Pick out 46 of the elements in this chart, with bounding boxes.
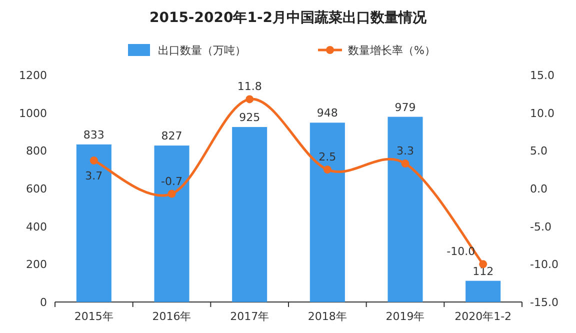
point <box>90 156 98 165</box>
data-label: 3.7 <box>85 170 103 183</box>
data-label: -0.7 <box>161 174 182 188</box>
y-tick-label: 600 <box>26 182 47 196</box>
y-tick-label: 800 <box>26 144 47 158</box>
bar <box>388 116 423 302</box>
point <box>401 160 410 168</box>
y2-tick-label: -15.0 <box>530 296 558 309</box>
chart-title: 2015-2020年1-2月中国蔬菜出口数量情况 <box>149 10 428 26</box>
data-label: 112 <box>472 264 494 278</box>
data-label: 833 <box>83 128 104 142</box>
y2-tick-label: 10.0 <box>530 106 554 120</box>
data-label: 925 <box>239 111 260 124</box>
legend-label: 出口数量（万吨） <box>158 44 246 57</box>
bar <box>154 146 190 302</box>
data-label: 948 <box>316 106 338 120</box>
x-tick-label: 2020年1-2 <box>454 310 512 323</box>
x-tick-label: 2016年 <box>152 310 192 323</box>
data-label: 979 <box>394 100 416 114</box>
y2-tick-label: 15.0 <box>530 69 554 82</box>
bar <box>232 127 268 302</box>
x-tick-label: 2018年 <box>308 310 347 323</box>
y2-tick-label: -10.0 <box>530 258 558 272</box>
bar <box>466 280 501 302</box>
y2-tick-label: 0.0 <box>530 182 548 196</box>
x-tick-label: 2017年 <box>230 310 270 323</box>
bar <box>76 144 112 302</box>
point <box>246 95 254 104</box>
y2-tick-label: -5.0 <box>530 220 552 234</box>
data-label: 11.8 <box>237 80 262 94</box>
data-label: 3.3 <box>396 144 414 158</box>
y-tick-label: 0 <box>40 296 47 309</box>
x-tick-label: 2015年 <box>74 310 114 323</box>
data-label: 827 <box>161 130 182 143</box>
y-tick-label: 400 <box>26 220 47 234</box>
legend-label: 数量增长率（%） <box>348 44 436 57</box>
data-label: -10.0 <box>446 245 476 258</box>
y-tick-label: 1000 <box>19 106 47 120</box>
point <box>168 190 176 198</box>
data-label: 2.5 <box>318 150 336 164</box>
x-tick-label: 2019年 <box>386 310 425 323</box>
y2-tick-label: 5.0 <box>530 144 548 158</box>
bar <box>310 122 345 302</box>
y-tick-label: 200 <box>26 258 47 272</box>
point <box>323 166 332 174</box>
y-tick-label: 1200 <box>19 69 47 82</box>
